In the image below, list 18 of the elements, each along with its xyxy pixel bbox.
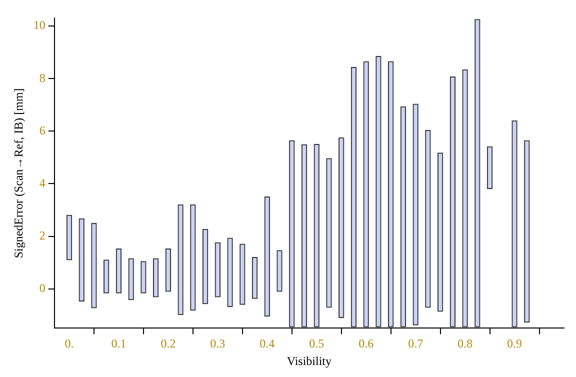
x-tick-label: 0. [64, 336, 74, 351]
y-tick-label: 6 [39, 123, 46, 138]
x-tick-label: 0.7 [408, 336, 424, 351]
x-tick-label: 0.9 [507, 336, 522, 351]
y-axis-title: SignedError (Scan→Ref, IB) [mm] [11, 88, 26, 258]
y-tick-label: 0 [39, 280, 46, 295]
y-tick-label: 4 [39, 176, 46, 190]
y-tick-label: 10 [33, 18, 46, 32]
x-tick-label: 0.4 [260, 336, 275, 351]
x-tick-label: 0.6 [358, 336, 374, 351]
x-tick-label: 0.3 [210, 336, 226, 351]
x-tick-label: 0.8 [458, 336, 473, 351]
y-tick-label: 8 [39, 70, 46, 85]
y-tick-label: 2 [39, 228, 46, 242]
x-tick-label: 0.1 [111, 336, 126, 351]
x-axis-title: Visibility [286, 354, 332, 368]
x-tick-label: 0.5 [309, 336, 324, 351]
x-tick-label: 0.2 [160, 336, 176, 351]
